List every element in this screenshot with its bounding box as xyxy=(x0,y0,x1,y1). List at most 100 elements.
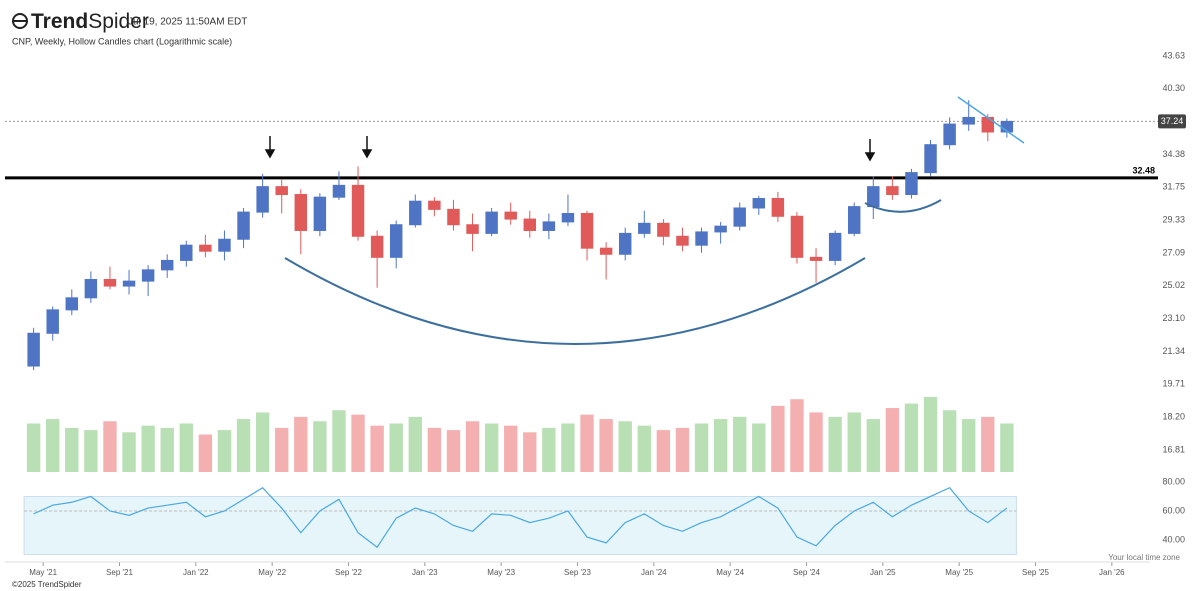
y-tick-label: 19.71 xyxy=(1162,379,1185,389)
volume-bar xyxy=(656,430,671,472)
volume-bar xyxy=(694,423,709,472)
x-tick-label: Jan '26 xyxy=(1099,568,1125,577)
candle-body xyxy=(847,206,861,234)
volume-bar xyxy=(771,405,785,472)
candle-body xyxy=(714,225,727,233)
volume-bar xyxy=(981,416,995,472)
candle-body xyxy=(981,116,995,133)
y-tick-label: 16.81 xyxy=(1162,444,1185,454)
volume-bar xyxy=(675,427,690,472)
candle-body xyxy=(542,221,556,231)
candle-body xyxy=(580,212,594,249)
rsi-tick-label: 40.00 xyxy=(1162,534,1185,544)
candle-body xyxy=(428,200,441,210)
volume-bar xyxy=(484,423,499,472)
volume-bar xyxy=(713,419,728,472)
brand-bold: TrendSpider xyxy=(31,10,149,33)
candle-body xyxy=(84,279,98,299)
annotations xyxy=(284,199,942,345)
candle-body xyxy=(561,212,575,223)
volume-bar xyxy=(217,430,232,472)
candle-body xyxy=(771,198,785,217)
x-tick-label: May '23 xyxy=(487,568,515,577)
volume-bar xyxy=(236,419,251,472)
volume-bar xyxy=(580,414,594,472)
candle-body xyxy=(466,224,479,234)
volume-bar xyxy=(942,410,957,472)
candle-body xyxy=(962,116,975,125)
x-tick-label: Jan '23 xyxy=(412,568,438,577)
candle-body xyxy=(141,269,155,282)
rsi-tick-label: 80.00 xyxy=(1162,476,1185,486)
candle-body xyxy=(218,238,231,252)
candle-body xyxy=(676,235,689,246)
volume-bar xyxy=(198,434,213,472)
volume-bar xyxy=(294,416,308,472)
volume-bar xyxy=(904,403,919,472)
y-tick-label: 29.33 xyxy=(1162,214,1185,224)
volume-bar xyxy=(446,430,461,472)
volume-bar xyxy=(84,430,98,472)
volume-bar xyxy=(828,416,842,472)
candle-body xyxy=(943,123,956,146)
candle-body xyxy=(886,186,899,196)
volume-bar xyxy=(790,399,804,472)
volume-bar xyxy=(885,408,900,472)
volume-bar xyxy=(255,412,270,472)
candle-body xyxy=(790,215,804,258)
candle-body xyxy=(103,279,117,287)
candle-body xyxy=(809,256,823,261)
candle-body xyxy=(638,222,651,234)
volume-bar xyxy=(618,421,632,472)
volume-bar xyxy=(370,425,384,472)
candle-body xyxy=(27,332,40,367)
volume-bar xyxy=(26,423,41,472)
x-tick-label: May '24 xyxy=(716,568,744,577)
volume-bar xyxy=(752,423,766,472)
y-tick-label: 40.30 xyxy=(1162,83,1185,93)
resistance-label: 32.48 xyxy=(1132,165,1155,175)
volume-bar xyxy=(141,425,155,472)
volume-bar xyxy=(542,427,556,472)
x-tick-label: Jan '25 xyxy=(870,568,896,577)
x-tick-label: May '25 xyxy=(945,568,973,577)
volume-bar xyxy=(1000,423,1014,472)
candle-body xyxy=(504,211,517,220)
volume-bar xyxy=(809,412,823,472)
copyright: ©2025 TrendSpider xyxy=(12,580,82,589)
x-tick-label: Jan '22 xyxy=(183,568,209,577)
volume-bar xyxy=(847,412,861,472)
logo xyxy=(12,13,28,29)
candle-body xyxy=(485,211,498,234)
volume-bar xyxy=(504,425,518,472)
y-tick-label: 34.38 xyxy=(1162,149,1185,159)
candle-body xyxy=(447,208,460,226)
volume-bar xyxy=(962,419,976,472)
candle-body xyxy=(46,309,59,334)
x-tick-label: May '22 xyxy=(258,568,286,577)
volume-bar xyxy=(275,427,289,472)
x-tick-label: Sep '21 xyxy=(106,568,133,577)
candle-body xyxy=(657,222,670,237)
y-tick-label: 43.63 xyxy=(1162,50,1185,60)
volume-bar xyxy=(46,419,60,472)
candle-body xyxy=(409,200,422,226)
chart-title: CNP, Weekly, Hollow Candles chart (Logar… xyxy=(12,36,232,46)
y-tick-label: 31.75 xyxy=(1162,182,1185,192)
candle-body xyxy=(523,218,537,231)
volume-bar xyxy=(351,414,365,472)
candle-body xyxy=(160,259,174,271)
x-tick-label: May '21 xyxy=(29,568,57,577)
candle-body xyxy=(65,297,79,311)
x-tick-label: Sep '23 xyxy=(564,568,591,577)
volume-bar xyxy=(923,397,938,472)
volume-bar xyxy=(561,423,575,472)
candle-body xyxy=(351,184,365,237)
volume-bar xyxy=(465,421,480,472)
candle-body xyxy=(828,232,842,261)
volume-bar xyxy=(427,427,442,472)
candle-body xyxy=(389,224,403,258)
candle-body xyxy=(199,244,212,252)
volume-bar xyxy=(733,416,747,472)
last-price-box xyxy=(1158,114,1186,129)
